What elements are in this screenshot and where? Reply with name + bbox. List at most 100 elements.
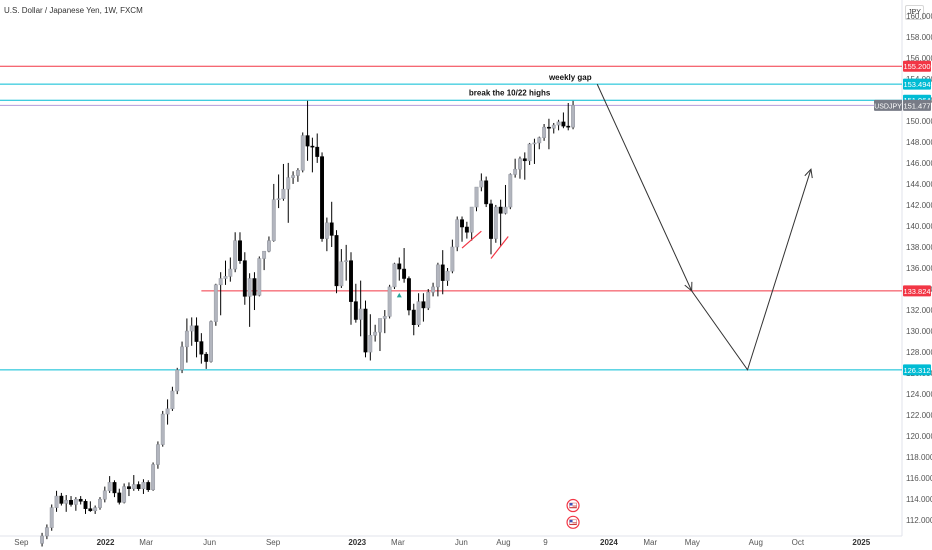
trend-segment[interactable] [461, 230, 482, 249]
price-tick-label: 124.000 [906, 390, 932, 399]
candle-body [566, 125, 571, 128]
price-tick-label: 156.000 [906, 54, 932, 63]
candle-body [469, 206, 474, 233]
candle [291, 171, 296, 184]
candle-body [571, 105, 575, 128]
candle-body [300, 135, 305, 171]
candle [546, 118, 551, 150]
trend-segment[interactable] [490, 236, 509, 259]
candle [353, 283, 358, 323]
annotation-text: weekly gap [548, 73, 592, 82]
candle [267, 236, 271, 253]
candle-body [532, 142, 537, 145]
price-tick-label: 150.000 [906, 117, 932, 126]
time-tick-label: Jun [455, 538, 468, 547]
candle [445, 268, 450, 286]
price-axis-label[interactable]: 126.312 [903, 364, 931, 376]
projection-path[interactable] [596, 83, 812, 371]
time-tick-label: Sep [266, 538, 281, 547]
price-label-bg [903, 60, 931, 72]
horizontal-levels[interactable] [0, 65, 902, 371]
candle [508, 173, 513, 210]
price-label-text: 151.477 [903, 101, 930, 110]
time-tick-label: 2022 [97, 538, 115, 547]
price-tick-label: 138.000 [906, 243, 932, 252]
candle-body [406, 278, 411, 311]
price-tick-label: 116.000 [906, 474, 932, 483]
candle [54, 490, 59, 512]
candle-body [233, 240, 238, 270]
candle [479, 173, 484, 192]
candle-body [435, 264, 440, 288]
candle [170, 386, 175, 411]
candle-body [349, 260, 353, 302]
candle-body [131, 484, 136, 489]
price-label-bg [903, 99, 931, 111]
candle-body [98, 498, 102, 508]
candle [271, 183, 276, 242]
candle [324, 217, 329, 252]
price-tick-label: 142.000 [906, 201, 932, 210]
candle [295, 168, 300, 182]
price-label-bg [903, 364, 931, 376]
candle-body [228, 268, 233, 277]
candle-body [498, 206, 503, 214]
price-axis-label[interactable]: 155.200 [903, 60, 931, 72]
time-tick-label: Aug [749, 538, 763, 547]
price-label-text: 155.200 [903, 62, 930, 71]
us-flag-event-icon[interactable] [566, 515, 580, 529]
candle [551, 122, 556, 134]
candle-body [189, 325, 194, 332]
candle [522, 152, 527, 180]
candle-body [102, 490, 107, 500]
candle [411, 303, 416, 336]
time-tick-label: Mar [643, 538, 657, 547]
candle [175, 367, 180, 395]
candle [49, 504, 54, 531]
candle-body [416, 301, 421, 326]
candle-body [194, 325, 199, 342]
candle-body [310, 145, 315, 148]
currency-button[interactable]: JPY [905, 5, 924, 20]
time-axis[interactable]: Sep 2022 Mar Jun Sep 2023 Mar Jun Aug 9 2024 Mar May… [14, 538, 871, 547]
arrow-head-down-icon [684, 281, 693, 292]
price-tick-label: 148.000 [906, 138, 932, 147]
candle [112, 480, 117, 498]
drawings[interactable] [307, 83, 813, 371]
price-tick-label: 118.000 [906, 453, 932, 462]
price-axis-label[interactable]: 151.477 [903, 99, 931, 111]
candle [194, 317, 199, 358]
price-tick-label: 130.000 [906, 327, 932, 336]
us-flag-event-icon[interactable] [566, 498, 580, 513]
candle-body [247, 278, 252, 297]
candle-body [315, 146, 320, 157]
price-axis[interactable]: 112.000 114.000 116.000 118.000 120.000 122.0… [874, 12, 932, 525]
candle [368, 314, 373, 361]
candle-body [199, 341, 204, 355]
price-axis-label[interactable]: 133.824 [903, 285, 931, 297]
candle [69, 496, 73, 507]
candle-body [286, 177, 291, 190]
candle [358, 280, 363, 337]
candle [252, 272, 257, 311]
price-tick-label: 140.000 [906, 222, 932, 231]
candle [136, 481, 141, 491]
candle [460, 216, 464, 242]
price-label-bg [903, 285, 931, 297]
candle-body [276, 198, 281, 200]
candle [320, 152, 324, 242]
candle [257, 256, 262, 297]
candle-body [484, 180, 489, 205]
candle-body [271, 199, 276, 241]
time-tick-label: Aug [496, 538, 510, 547]
candle [199, 333, 204, 364]
candle-body [40, 535, 45, 544]
candle [527, 142, 532, 166]
price-axis-label[interactable]: 153.494 [903, 78, 931, 90]
candle-body [83, 501, 88, 509]
candle-body [378, 318, 382, 333]
candle [310, 137, 315, 173]
candle-body [223, 276, 228, 279]
symbol-title: U.S. Dollar / Japanese Yen, 1W, FXCM [4, 6, 143, 15]
